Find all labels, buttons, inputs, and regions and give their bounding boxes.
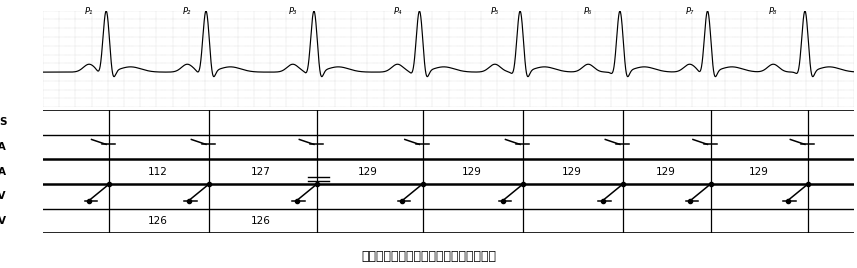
Text: P₅: P₅ — [491, 7, 499, 16]
Text: P₃: P₃ — [289, 7, 297, 16]
Text: P₂: P₂ — [183, 7, 191, 16]
Text: 126: 126 — [148, 216, 168, 226]
Text: P₁: P₁ — [85, 7, 93, 16]
Text: P₇: P₇ — [686, 7, 694, 16]
Text: A-V: A-V — [0, 191, 6, 201]
Text: 126: 126 — [250, 216, 270, 226]
Text: P₆: P₆ — [584, 7, 592, 16]
Text: A: A — [0, 166, 6, 177]
Text: S-A: S-A — [0, 142, 6, 152]
Text: 112: 112 — [148, 166, 168, 177]
Text: 129: 129 — [461, 166, 482, 177]
Text: 129: 129 — [357, 166, 377, 177]
Text: 129: 129 — [656, 166, 676, 177]
Text: 127: 127 — [250, 166, 270, 177]
Text: V: V — [0, 216, 6, 226]
Text: 129: 129 — [562, 166, 582, 177]
Text: P₄: P₄ — [393, 7, 402, 16]
Text: 双重逸搏心律引起窦房、房室干扰性分离: 双重逸搏心律引起窦房、房室干扰性分离 — [361, 250, 496, 263]
Text: S: S — [0, 117, 6, 127]
Text: 129: 129 — [749, 166, 769, 177]
Text: P₈: P₈ — [769, 7, 777, 16]
